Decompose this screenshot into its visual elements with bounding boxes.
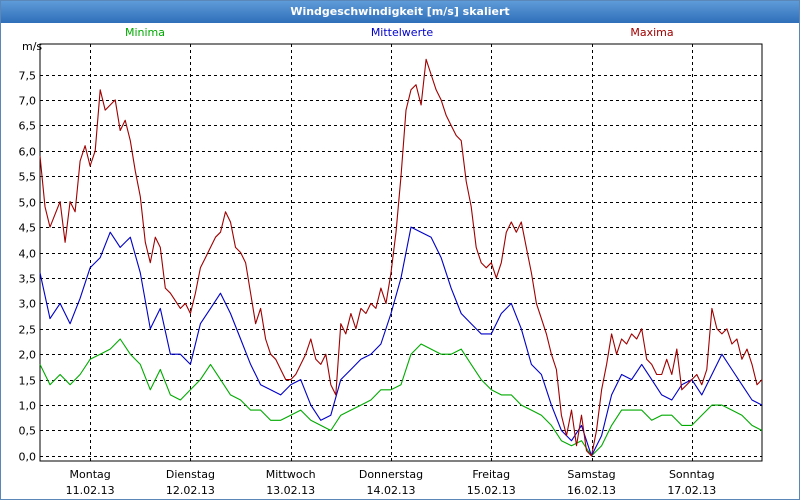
y-tick-label: 6,0 xyxy=(19,146,37,159)
y-tick-label: 2,5 xyxy=(19,324,37,337)
series-line-mittel xyxy=(39,226,763,457)
x-tick-day: Freitag xyxy=(472,468,510,481)
y-tick-label: 1,5 xyxy=(19,375,37,388)
legend-minima: Minima xyxy=(125,26,165,39)
x-tick-day: Dienstag xyxy=(166,468,215,481)
y-axis-label: m/s xyxy=(22,40,42,53)
y-tick-label: 0,0 xyxy=(19,451,37,464)
y-tick-label: 2,0 xyxy=(19,349,37,362)
y-tick-label: 1,0 xyxy=(19,400,37,413)
x-tick-labels: Montag 11.02.13 Dienstag 12.02.13 Mittwoch 13… xyxy=(66,468,717,497)
series-line-minima xyxy=(39,338,763,457)
legend-mittelwerte: Mittelwerte xyxy=(371,26,434,39)
x-tick-date: 16.02.13 xyxy=(567,484,616,497)
x-tick-day: Mittwoch xyxy=(266,468,316,481)
y-tick-label: 4,5 xyxy=(19,222,37,235)
y-tick-label: 0,5 xyxy=(19,425,37,438)
window-title: Windgeschwindigkeit [m/s] skaliert xyxy=(1,1,799,23)
series-lines xyxy=(39,58,763,457)
y-tick-label: 6,5 xyxy=(19,120,37,133)
x-tick-date: 14.02.13 xyxy=(366,484,415,497)
plot-frame xyxy=(39,43,763,462)
grid xyxy=(39,43,763,462)
y-tick-label: 5,5 xyxy=(19,171,37,184)
x-tick-date: 15.02.13 xyxy=(467,484,516,497)
y-tick-label: 3,5 xyxy=(19,273,37,286)
x-tick-day: Donnerstag xyxy=(359,468,423,481)
x-tick-day: Samstag xyxy=(567,468,615,481)
x-tick-date: 12.02.13 xyxy=(166,484,215,497)
y-tick-label: 5,0 xyxy=(19,197,37,210)
y-tick-label: 7,0 xyxy=(19,95,37,108)
x-tick-day: Sonntag xyxy=(669,468,715,481)
y-tick-label: 4,0 xyxy=(19,248,37,261)
x-tick-date: 11.02.13 xyxy=(66,484,115,497)
x-tick-date: 13.02.13 xyxy=(266,484,315,497)
y-tick-label: 3,0 xyxy=(19,298,37,311)
y-tick-labels: 0,0 0,5 1,0 1,5 2,0 2,5 3,0 3,5 4,0 4,5 5,0 5,5 6,0 6… xyxy=(19,70,37,464)
x-tick-date: 17.02.13 xyxy=(667,484,716,497)
series-line-maxima xyxy=(39,58,763,457)
y-tick-label: 7,5 xyxy=(19,70,37,83)
legend-maxima: Maxima xyxy=(630,26,673,39)
x-tick-day: Montag xyxy=(70,468,111,481)
